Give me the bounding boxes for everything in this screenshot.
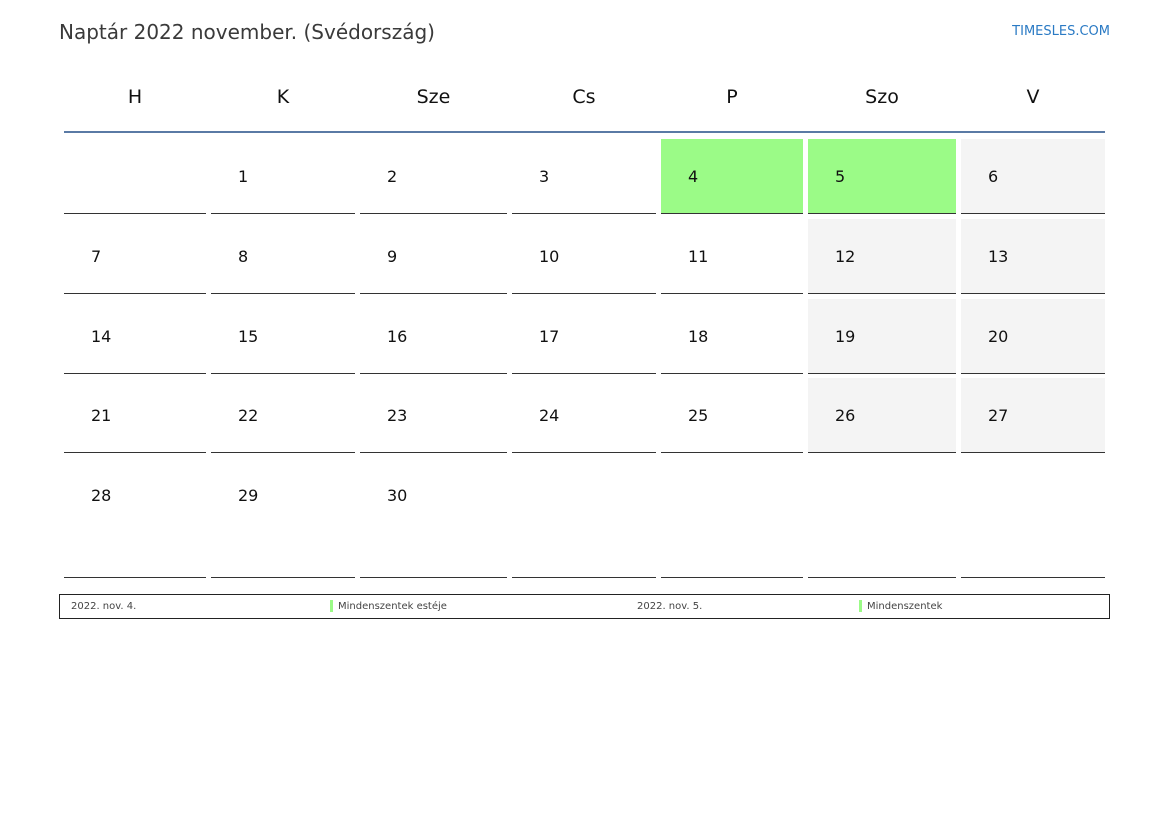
day-cell[interactable] xyxy=(808,458,956,578)
day-number: 8 xyxy=(238,247,249,266)
day-cell[interactable]: 16 xyxy=(360,299,507,374)
day-cell[interactable]: 12 xyxy=(808,219,956,294)
day-number: 10 xyxy=(539,247,560,266)
day-number: 29 xyxy=(238,486,259,505)
weekday-label: H xyxy=(127,86,143,108)
day-number: 13 xyxy=(988,247,1009,266)
day-cell[interactable] xyxy=(661,458,803,578)
day-cell[interactable]: 5 xyxy=(808,139,956,214)
day-cell[interactable]: 19 xyxy=(808,299,956,374)
day-cell[interactable]: 9 xyxy=(360,219,507,294)
day-number: 23 xyxy=(387,406,408,425)
day-cell[interactable]: 8 xyxy=(211,219,355,294)
day-number: 22 xyxy=(238,406,259,425)
day-number: 3 xyxy=(539,167,550,186)
day-number: 27 xyxy=(988,406,1009,425)
day-cell[interactable]: 10 xyxy=(512,219,656,294)
day-number: 17 xyxy=(539,327,560,346)
day-cell[interactable]: 18 xyxy=(661,299,803,374)
day-number: 18 xyxy=(688,327,709,346)
header-divider xyxy=(64,131,1105,133)
day-number: 14 xyxy=(91,327,112,346)
day-cell[interactable]: 23 xyxy=(360,378,507,453)
day-cell[interactable]: 22 xyxy=(211,378,355,453)
day-cell[interactable]: 25 xyxy=(661,378,803,453)
day-cell[interactable]: 21 xyxy=(64,378,206,453)
day-cell[interactable]: 20 xyxy=(961,299,1105,374)
day-cell[interactable] xyxy=(512,458,656,578)
day-number: 19 xyxy=(835,327,856,346)
weekday-label: V xyxy=(1026,86,1040,108)
day-number: 9 xyxy=(387,247,398,266)
legend-color-marker xyxy=(330,600,333,612)
day-number: 21 xyxy=(91,406,112,425)
day-cell[interactable] xyxy=(961,458,1105,578)
holiday-legend: 2022. nov. 4. Mindenszentek estéje 2022.… xyxy=(59,594,1110,619)
day-number: 25 xyxy=(688,406,709,425)
day-cell[interactable]: 24 xyxy=(512,378,656,453)
legend-holiday-name: Mindenszentek xyxy=(867,601,943,612)
day-number: 20 xyxy=(988,327,1009,346)
legend-color-marker xyxy=(859,600,862,612)
day-number: 4 xyxy=(688,167,699,186)
legend-date: 2022. nov. 5. xyxy=(637,601,703,612)
weekday-label: Szo xyxy=(865,86,899,108)
day-number: 5 xyxy=(835,167,846,186)
day-number: 1 xyxy=(238,167,249,186)
weekday-label: Cs xyxy=(572,86,596,108)
day-number: 11 xyxy=(688,247,709,266)
day-cell[interactable]: 2 xyxy=(360,139,507,214)
day-cell[interactable]: 7 xyxy=(64,219,206,294)
day-cell[interactable]: 3 xyxy=(512,139,656,214)
day-cell[interactable]: 13 xyxy=(961,219,1105,294)
day-number: 6 xyxy=(988,167,999,186)
day-number: 16 xyxy=(387,327,408,346)
day-cell[interactable]: 11 xyxy=(661,219,803,294)
day-cell[interactable]: 17 xyxy=(512,299,656,374)
day-cell[interactable]: 30 xyxy=(360,458,507,578)
day-cell[interactable]: 28 xyxy=(64,458,206,578)
day-number: 7 xyxy=(91,247,102,266)
day-number: 24 xyxy=(539,406,560,425)
day-number: 30 xyxy=(387,486,408,505)
day-number: 2 xyxy=(387,167,398,186)
weekday-label: K xyxy=(276,86,290,108)
page-title: Naptár 2022 november. (Svédország) xyxy=(59,20,435,44)
legend-date: 2022. nov. 4. xyxy=(71,601,137,612)
weekday-label: P xyxy=(726,86,738,108)
day-cell[interactable]: 6 xyxy=(961,139,1105,214)
day-number: 15 xyxy=(238,327,259,346)
day-number: 26 xyxy=(835,406,856,425)
day-number: 28 xyxy=(91,486,112,505)
legend-holiday-name: Mindenszentek estéje xyxy=(338,601,447,612)
day-cell[interactable]: 1 xyxy=(211,139,355,214)
day-number: 12 xyxy=(835,247,856,266)
brand-link[interactable]: TIMESLES.COM xyxy=(1012,24,1110,39)
day-cell[interactable]: 27 xyxy=(961,378,1105,453)
weekday-label: Sze xyxy=(416,86,451,108)
day-cell[interactable]: 4 xyxy=(661,139,803,214)
day-cell[interactable] xyxy=(64,139,206,214)
day-cell[interactable]: 29 xyxy=(211,458,355,578)
day-cell[interactable]: 26 xyxy=(808,378,956,453)
day-cell[interactable]: 14 xyxy=(64,299,206,374)
day-cell[interactable]: 15 xyxy=(211,299,355,374)
